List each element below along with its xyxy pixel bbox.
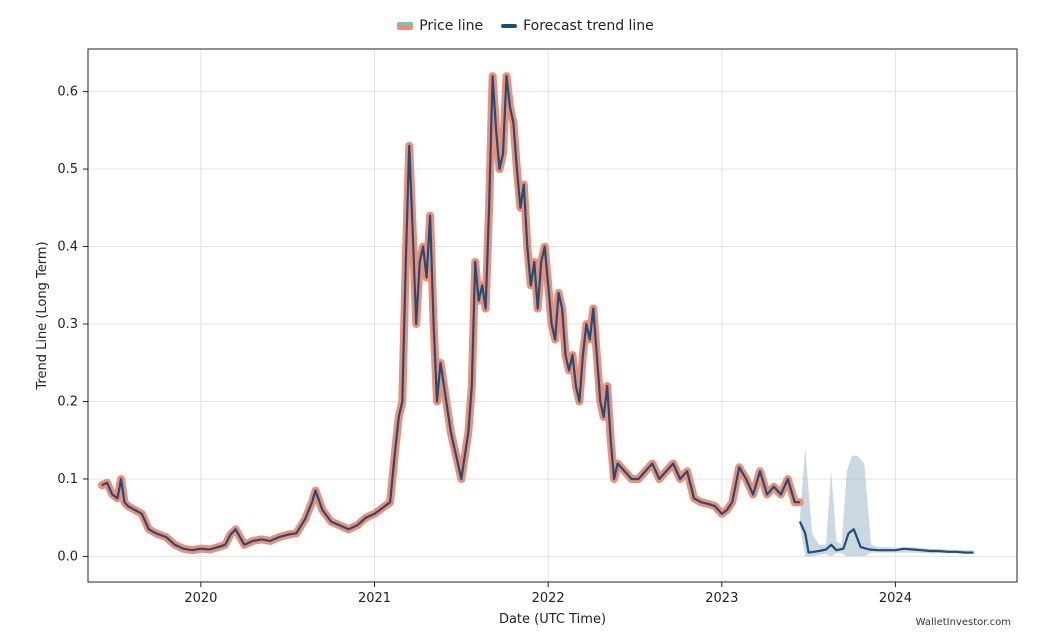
legend-item-forecast[interactable]: Forecast trend line [501,18,654,34]
y-axis-ticks: 0.0 0.1 0.2 0.3 0.4 0.5 0.6 [57,85,88,564]
x-axis-label: Date (UTC Time) [499,612,606,627]
y-tick-label: 0.6 [57,85,78,100]
y-tick-label: 0.1 [57,472,78,487]
historical-trend-line [101,75,800,552]
x-tick-label: 2021 [358,591,391,606]
x-tick-label: 2020 [184,591,217,606]
watermark: WalletInvestor.com [915,617,1011,628]
y-axis-label: Trend Line (Long Term) [35,241,50,390]
legend-label-price: Price line [419,18,484,34]
x-tick-label: 2024 [879,591,912,606]
legend: Price line Forecast trend line [0,18,1051,34]
y-tick-label: 0.0 [57,549,78,564]
series-group [97,72,974,555]
forecast-trend-line [798,521,974,554]
price-line-swatch [397,22,414,30]
y-tick-label: 0.2 [57,394,78,409]
confidence-band-area [799,448,974,557]
y-tick-label: 0.5 [57,162,78,177]
legend-label-forecast: Forecast trend line [523,18,654,34]
plot-frame [87,48,1018,583]
x-tick-label: 2022 [532,591,565,606]
forecast-line-swatch [501,24,518,28]
confidence-band [799,448,974,557]
legend-item-price[interactable]: Price line [397,18,483,34]
y-tick-label: 0.4 [57,240,78,255]
x-axis-ticks: 2020 2021 2022 2023 2024 [184,582,912,606]
x-tick-label: 2023 [705,591,738,606]
y-tick-label: 0.3 [57,317,78,332]
